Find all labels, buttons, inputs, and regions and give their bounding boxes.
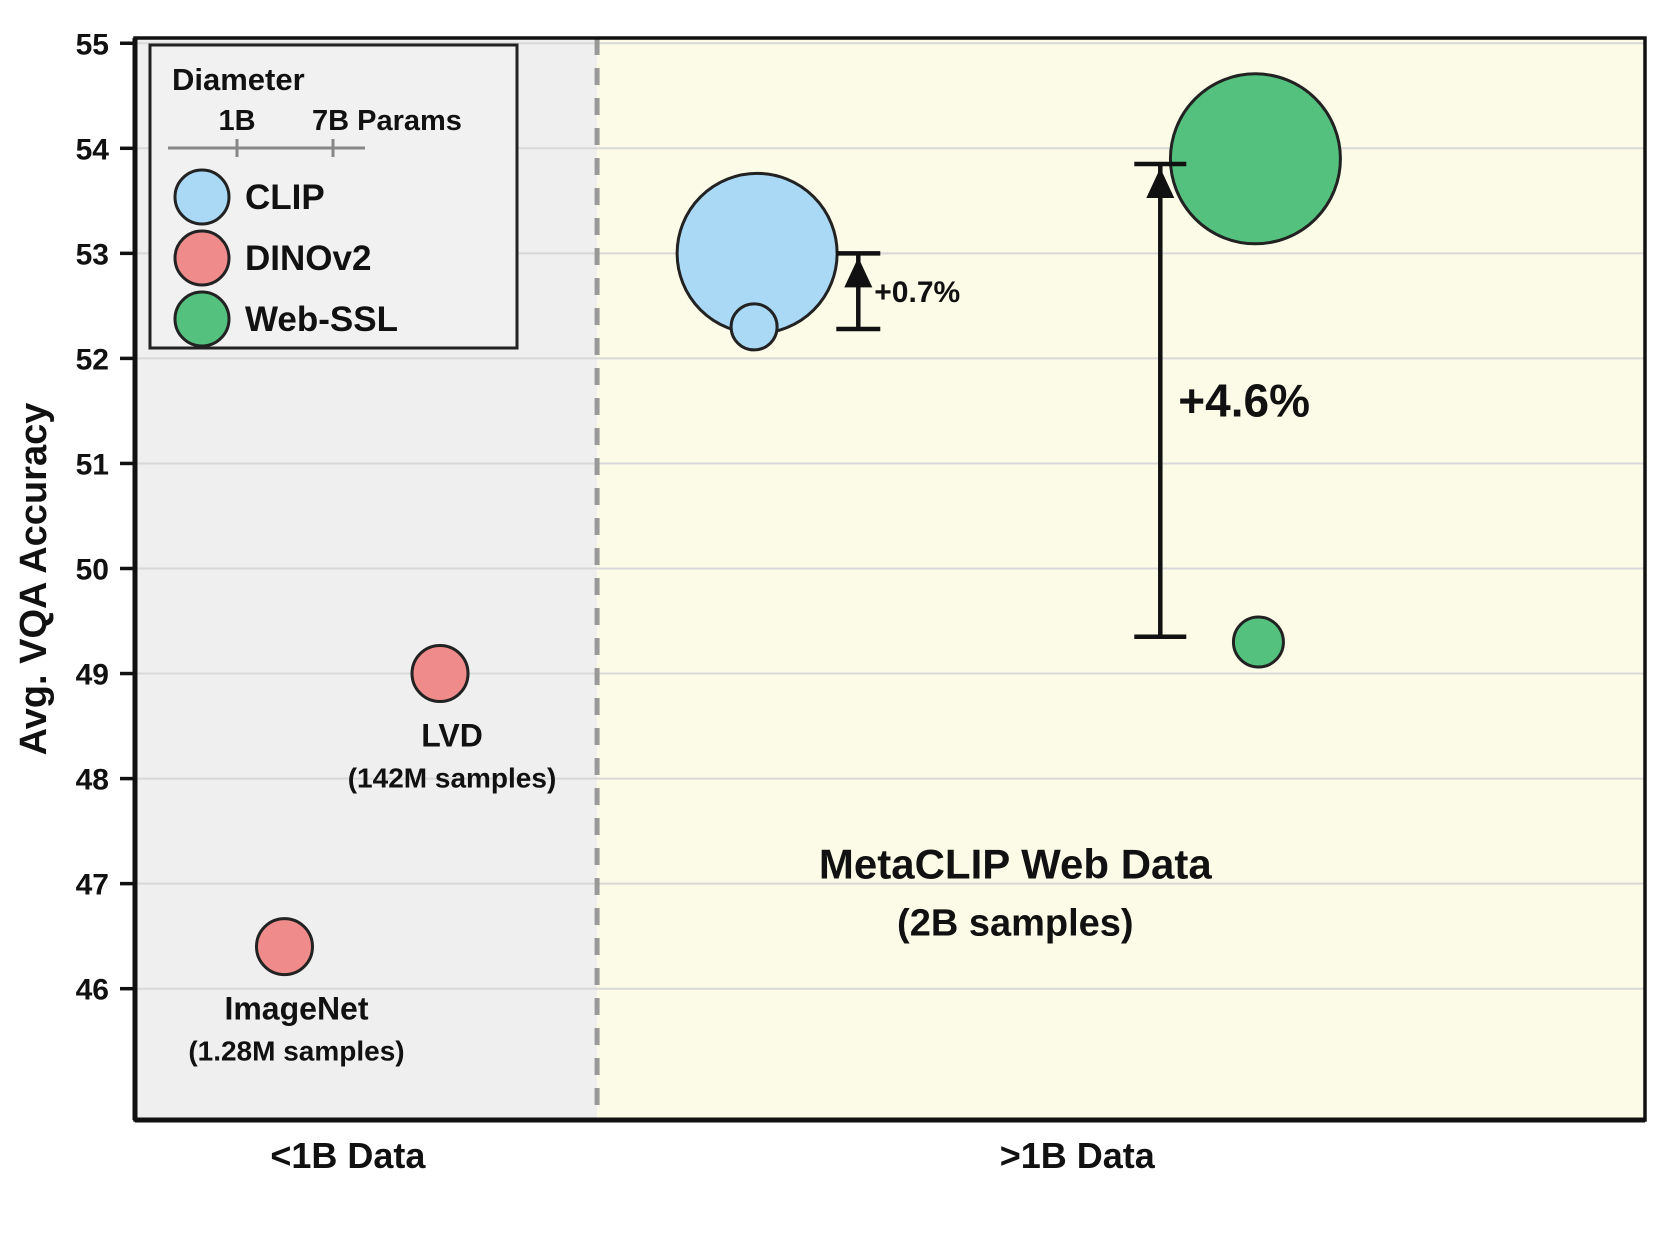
y-tick-label: 54 [76,133,110,166]
x-category-label: <1B Data [270,1135,426,1176]
x-category-label: >1B Data [1000,1135,1156,1176]
legend-entry-label: Web-SSL [245,300,398,339]
bubble-clip-1b [729,302,779,352]
y-tick-label: 49 [76,659,109,692]
legend-title: Diameter [172,62,305,97]
y-tick-label: 48 [76,764,109,797]
legend-swatch-clip [173,168,231,226]
bubble-label: ImageNet [224,991,368,1027]
legend-swatch-webssl [173,290,231,348]
bubble-dinov2-1b [254,917,314,977]
bubble-sublabel: (142M samples) [348,763,557,794]
y-tick-label: 50 [76,553,109,586]
bubble-label: LVD [421,718,483,754]
legend-size-min-label: 1B [218,105,255,137]
y-tick-label: 46 [76,974,109,1007]
arrowhead-up [844,257,873,288]
region-note-subtitle: (2B samples) [897,902,1134,944]
legend-size-max-label: 7B Params [312,105,462,137]
bubble-webssl-7b [1168,72,1342,246]
y-tick-label: 47 [76,869,109,902]
bubble-dinov2-1b [410,644,470,704]
y-tick-label: 53 [76,238,109,271]
bubble-sublabel: (1.28M samples) [188,1036,404,1067]
region-note-title: MetaCLIP Web Data [819,840,1213,887]
y-tick-label: 55 [76,28,109,61]
arrow-gain-label: +0.7% [874,276,960,309]
legend-entry-label: DINOv2 [245,239,371,278]
y-tick-label: 51 [76,448,109,481]
arrow-gain-label: +4.6% [1178,374,1310,426]
legend-entry-label: CLIP [245,178,325,217]
arrowhead-up [1146,168,1175,199]
y-axis-title: Avg. VQA Accuracy [13,403,55,756]
bubble-webssl-1b [1231,615,1285,669]
legend-swatch-dinov2 [173,229,231,287]
y-tick-label: 52 [76,343,109,376]
